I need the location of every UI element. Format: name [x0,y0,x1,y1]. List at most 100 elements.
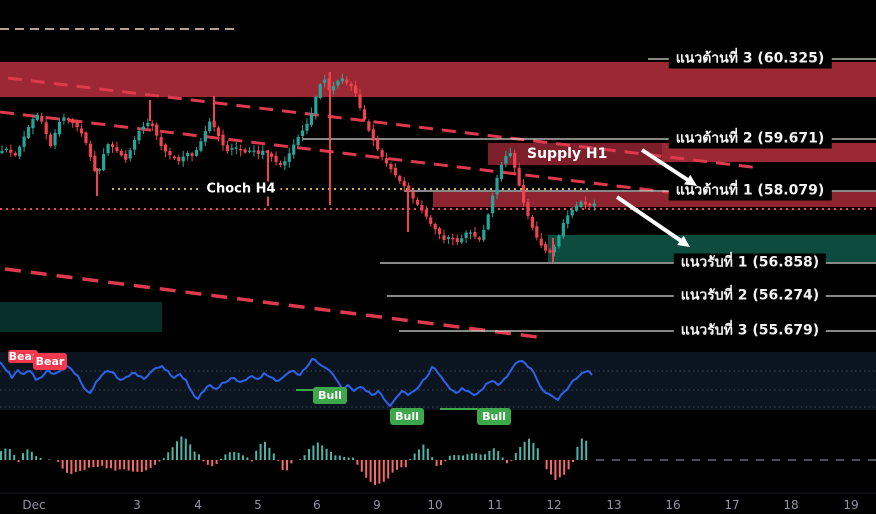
candle-down [79,128,84,134]
histogram-bar-up [237,452,240,460]
candle-down [411,191,415,199]
histogram-bar-up [26,449,29,460]
candle-up [499,164,504,179]
candle-down [44,122,48,135]
left-demand-zone[interactable] [0,302,162,332]
candle-up [340,78,344,82]
histogram-bar-up [13,454,16,460]
histogram-bar-up [475,453,478,460]
candle-up [579,201,583,207]
candle-up [208,121,212,131]
resistance-label-3[interactable]: แนวต้านที่ 3 (60.325) [668,49,832,69]
candle-up [194,150,199,156]
bear-signal-badge: Bear [33,353,67,370]
histogram-bar-up [48,459,51,460]
candle-down [71,119,75,124]
candle-down [239,148,243,151]
histogram-bar-up [576,446,579,460]
candle-down [548,250,552,253]
histogram-bar-up [272,453,275,460]
histogram-bar-down [215,460,218,464]
histogram-bar-down [83,460,86,471]
histogram-bar-up [308,449,310,460]
histogram-bar-down [369,460,372,482]
candle-up [309,113,313,125]
candle-up [318,84,322,98]
candle-down [212,120,216,128]
channel-mid[interactable] [0,110,701,198]
candle-down [270,153,274,157]
candle-down [402,181,406,187]
candle-down [407,185,411,192]
histogram-bar-down [74,460,77,472]
histogram-bar-up [180,436,183,460]
histogram-bar-down [206,460,209,465]
histogram-bar-up [347,457,350,460]
candle-down [376,139,380,150]
histogram-bar-down [88,460,90,468]
histogram-bar-up [220,458,222,460]
candle-up [128,150,132,159]
histogram-bar-down [202,460,205,462]
supply-h1-zone[interactable] [488,143,662,165]
histogram-bar-up [528,438,530,460]
supply-h1-label[interactable]: Supply H1 [527,146,608,162]
histogram-bar-up [585,440,588,460]
candle-down [216,127,221,137]
choch-h4-label[interactable]: Choch H4 [201,181,281,197]
histogram-bar-down [57,460,60,462]
histogram-bar-up [8,449,11,460]
histogram-bar-down [391,460,394,473]
candle-down [349,83,353,87]
candle-up [336,80,340,86]
channel-lower[interactable] [4,267,546,340]
histogram-bar-up [501,457,504,460]
histogram-bar-down [136,460,139,472]
histogram-bar-up [519,446,522,460]
bull-signal-badge: Bull [390,408,424,425]
oscillator-panel[interactable] [0,352,876,410]
histogram-bar-down [66,460,68,473]
channel-upper[interactable] [7,76,761,170]
histogram-bar-down [554,460,557,480]
histogram-bar-down [374,460,376,486]
candle-up [486,214,490,230]
histogram-bar-down [286,460,288,471]
resistance-label-1[interactable]: แนวต้านที่ 1 (58.079) [668,181,832,201]
candle-down [455,238,459,242]
histogram-bar-up [189,444,192,460]
histogram-bar-up [255,450,258,460]
histogram-bar-up [470,453,473,460]
resistance-label-2[interactable]: แนวต้านที่ 2 (59.671) [668,129,832,149]
candle-down [124,154,128,160]
histogram-bar-down [404,460,407,468]
histogram-bar-down [563,460,566,475]
histogram-bar-up [35,456,38,460]
candle-up [446,237,451,239]
candle-down [172,156,176,159]
histogram-bar-up [431,457,434,460]
candle-up [234,147,238,149]
candle-down [168,150,172,156]
candle-up [482,229,486,240]
histogram-bar-down [149,460,152,468]
support-label-3[interactable]: แนวรับที่ 3 (55.679) [673,321,827,341]
candle-down [535,226,539,238]
candle-up [557,235,561,247]
candle-up [106,144,110,154]
histogram-bar-down [356,460,359,465]
candle-down [398,175,402,182]
histogram-bar-up [171,447,174,460]
histogram-bar-down [360,460,363,472]
histogram-bar-down [92,460,95,468]
histogram-bar-down [365,460,368,478]
support-label-2[interactable]: แนวรับที่ 2 (56.274) [673,286,827,306]
histogram-bar-down [545,460,548,470]
candle-up [141,126,146,130]
histogram-bar-up [338,455,341,460]
candle-down [66,118,70,121]
support-label-1[interactable]: แนวรับที่ 1 (56.858) [673,253,827,273]
histogram-bar-up [422,444,425,460]
candle-down [278,162,283,165]
